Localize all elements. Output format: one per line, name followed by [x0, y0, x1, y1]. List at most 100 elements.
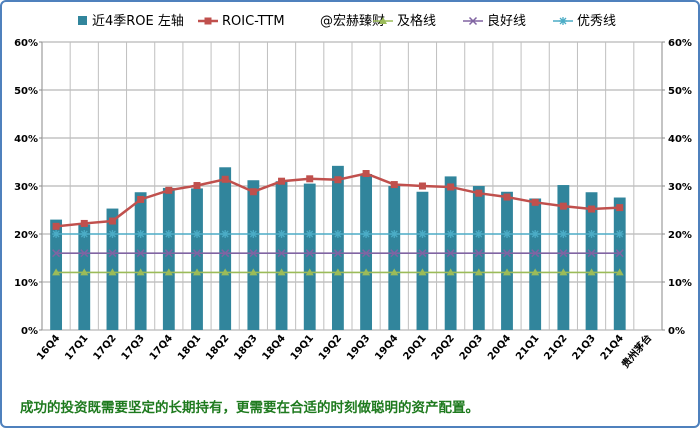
y-tick-label-left: 20%: [14, 230, 38, 241]
x-tick-label: 20Q3: [458, 333, 485, 363]
pass-line-marker: [615, 268, 624, 276]
excellent-line-marker: [362, 230, 371, 238]
good-line-marker: [559, 249, 568, 258]
good-line-marker: [277, 249, 286, 258]
x-tick-label: 20Q4: [486, 333, 513, 363]
pass-line-marker: [305, 268, 314, 276]
good-line-marker: [192, 249, 202, 258]
y-tick-label-left: 40%: [14, 134, 38, 145]
excellent-line-marker: [277, 230, 286, 238]
pass-line-marker: [333, 268, 342, 276]
x-tick-label: 19Q4: [373, 333, 400, 363]
roe-bar: [162, 187, 175, 330]
x-tick-label: 20Q1: [401, 333, 428, 363]
watermark-text: @宏赫臻财: [320, 14, 385, 29]
roic-line-marker: [362, 170, 370, 178]
roe-bar: [557, 185, 570, 330]
roic-line-marker: [52, 222, 60, 230]
y-tick-label-right: 0%: [668, 326, 685, 337]
pass-line-marker: [418, 268, 427, 276]
line-series: [52, 170, 624, 276]
x-tick-label: 20Q2: [430, 333, 457, 363]
pass-line-marker: [52, 268, 61, 276]
good-line-marker: [446, 249, 455, 258]
roe-bar: [219, 167, 232, 330]
roic-line-marker: [249, 188, 257, 196]
x-tick-label: 16Q4: [35, 333, 62, 363]
y-tick-label-left: 10%: [14, 278, 38, 289]
y-tick-label-right: 60%: [668, 38, 692, 49]
roe-bar: [191, 188, 203, 330]
caption-text: 成功的投资既需要坚定的长期持有，更需要在合适的时刻做聪明的资产配置。: [20, 400, 479, 416]
roe-bar: [416, 191, 429, 330]
good-line-marker: [136, 249, 145, 258]
legend-label: 优秀线: [577, 14, 616, 29]
good-line-marker: [531, 249, 540, 258]
roic-line-marker: [278, 177, 286, 185]
good-line-marker: [333, 249, 342, 258]
x-tick-label: 17Q2: [91, 333, 118, 363]
x-tick-label: 21Q2: [542, 333, 569, 363]
roic-line-marker: [588, 205, 596, 213]
good-line-marker: [221, 249, 230, 258]
legend-marker: [468, 16, 478, 26]
good-line-marker: [108, 249, 117, 258]
x-tick-label: 21Q3: [571, 333, 598, 363]
excellent-line-marker: [390, 230, 399, 238]
roic-line-marker: [193, 182, 201, 190]
roic-line-marker: [616, 204, 624, 212]
roic-line-marker: [475, 189, 483, 197]
good-line-marker: [164, 249, 173, 258]
x-tick-label: 18Q2: [204, 333, 231, 363]
roic-line-marker: [306, 175, 314, 183]
roe-bar: [501, 191, 513, 330]
pass-line-marker: [390, 268, 399, 276]
good-line-marker: [305, 249, 314, 258]
pass-line-marker: [559, 268, 568, 276]
y-tick-label-left: 0%: [21, 326, 38, 337]
x-tick-label: 18Q1: [176, 333, 203, 363]
pass-line-marker: [164, 268, 173, 276]
pass-line-marker: [136, 268, 145, 276]
excellent-line-marker: [446, 230, 455, 238]
legend-marker: [204, 17, 212, 25]
excellent-line-marker: [474, 230, 483, 238]
roic-line-marker: [503, 193, 511, 201]
excellent-line-marker: [559, 230, 568, 238]
pass-line-marker: [193, 268, 201, 276]
x-tick-label-company: 贵州茅台: [619, 332, 655, 371]
excellent-line-marker: [108, 230, 117, 238]
legend-marker: [379, 17, 387, 24]
roe-bar: [388, 186, 401, 330]
excellent-line-marker: [249, 230, 258, 238]
roe-bar: [303, 183, 316, 330]
x-tick-label: 17Q1: [63, 333, 90, 363]
roe-bar: [613, 197, 626, 330]
roe-bar: [331, 165, 344, 330]
roe-bar: [78, 224, 91, 330]
x-tick-label: 17Q3: [120, 333, 147, 363]
y-tick-label-left: 50%: [14, 86, 38, 97]
excellent-line-marker: [305, 230, 314, 238]
good-line-marker: [80, 249, 89, 258]
pass-line-marker: [587, 268, 596, 276]
roic-line-marker: [390, 181, 398, 189]
pass-line-marker: [446, 268, 455, 276]
pass-line-marker: [221, 268, 230, 276]
x-tick-label: 21Q4: [599, 333, 626, 363]
legend-swatch-roe: [78, 16, 87, 25]
excellent-line-marker: [503, 230, 511, 238]
x-tick-label: 19Q2: [317, 333, 344, 363]
legend-label: 良好线: [487, 13, 526, 29]
x-tick-label: 21Q1: [514, 333, 541, 363]
excellent-line-marker: [418, 230, 427, 238]
pass-line-marker: [531, 268, 540, 276]
roic-line-marker: [137, 195, 145, 203]
excellent-line-marker: [615, 230, 624, 238]
legend-label-roe: 近4季ROE 左轴: [92, 14, 184, 29]
excellent-line-marker: [164, 230, 173, 238]
roic-line-marker: [165, 186, 173, 194]
roe-bar: [360, 174, 373, 330]
